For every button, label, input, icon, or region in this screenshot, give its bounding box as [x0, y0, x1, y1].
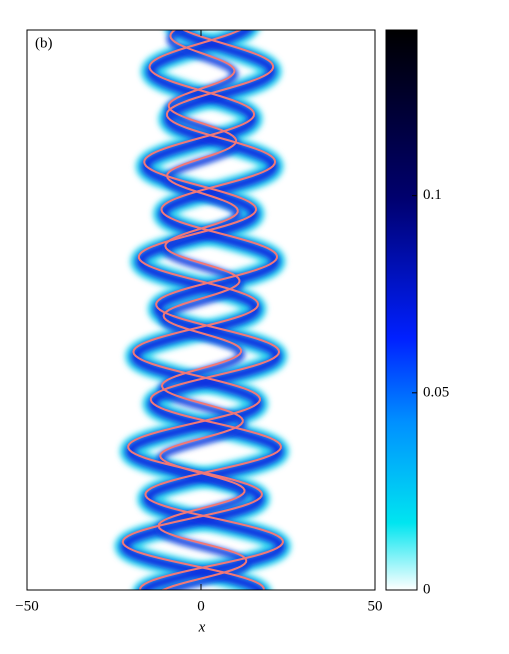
- x-tick-label: −50: [15, 598, 38, 614]
- density-strand: [157, 30, 248, 590]
- x-tick-label: 50: [368, 598, 383, 614]
- density-strand: [121, 30, 265, 590]
- plot-frame: [26, 29, 376, 591]
- colorbar-tick-label: 0: [423, 581, 431, 597]
- density-strand: [155, 30, 251, 590]
- x-tick-label: 0: [197, 598, 205, 614]
- colorbar-tick-label: 0.1: [423, 187, 442, 203]
- panel-label: (b): [35, 35, 53, 51]
- density-pattern: [113, 30, 292, 590]
- density-strand: [119, 30, 266, 590]
- x-axis-label: x: [198, 619, 206, 635]
- density-strand: [139, 30, 285, 590]
- density-strand: [138, 30, 286, 590]
- colorbar: [385, 29, 418, 591]
- colorbar-tick-label: 0.05: [423, 384, 449, 400]
